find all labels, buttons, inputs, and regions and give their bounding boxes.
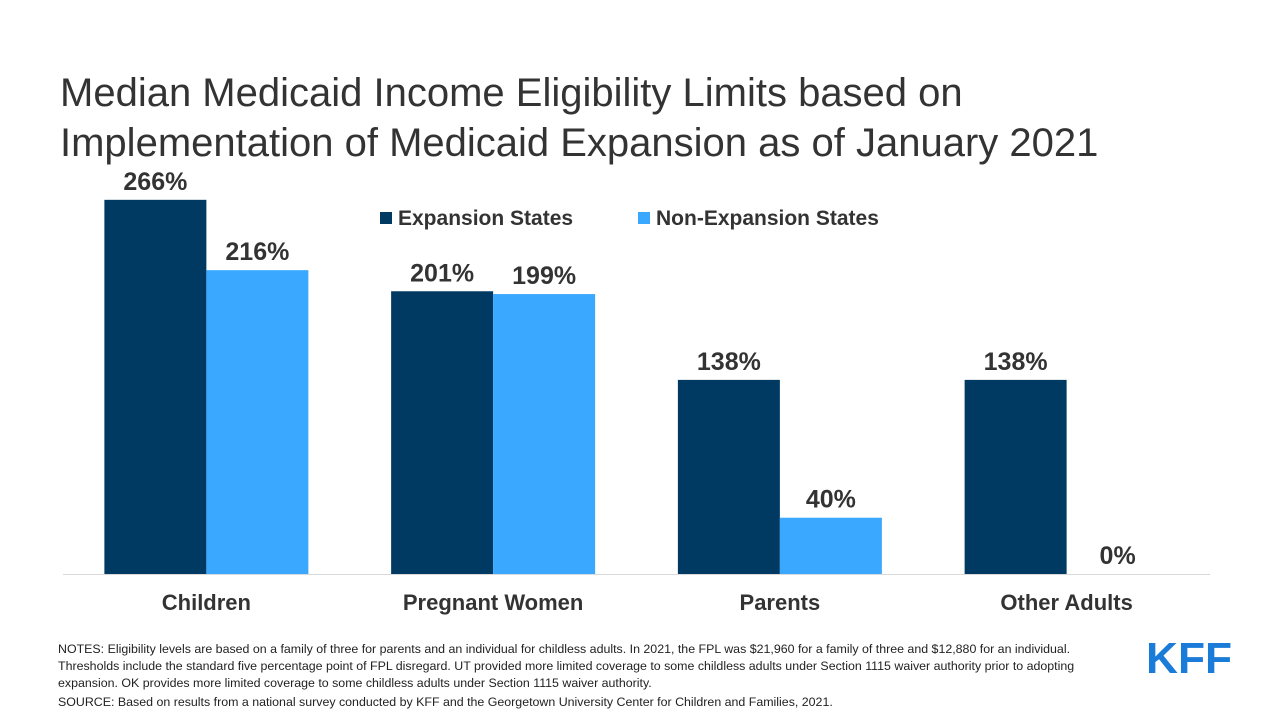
footnotes: NOTES: Eligibility levels are based on a…	[58, 641, 1118, 711]
data-label-other-adults-non-expansion: 0%	[1100, 542, 1136, 570]
legend-swatch-expansion	[380, 212, 392, 224]
data-label-pregnant-women-non-expansion: 199%	[512, 262, 576, 290]
legend-label-non-expansion: Non-Expansion States	[656, 207, 879, 230]
data-label-parents-expansion: 138%	[697, 348, 761, 376]
category-label-children: Children	[162, 590, 251, 615]
category-label-parents: Parents	[740, 590, 821, 615]
legend-swatch-non-expansion	[638, 212, 650, 224]
data-label-other-adults-expansion: 138%	[984, 348, 1048, 376]
bar-children-expansion	[104, 199, 207, 574]
bar-parents-non-expansion	[779, 517, 882, 574]
kff-logo-text: KFF	[1146, 638, 1232, 678]
source-text: SOURCE: Based on results from a national…	[58, 695, 833, 709]
bar-children-non-expansion	[206, 270, 309, 574]
chart-title-line-2: Implementation of Medicaid Expansion as …	[60, 121, 1099, 165]
category-label-pregnant-women: Pregnant Women	[403, 590, 584, 615]
kff-logo: KFF	[1146, 638, 1232, 678]
bar-pregnant-women-expansion	[391, 291, 494, 574]
chart-title-line-1: Median Medicaid Income Eligibility Limit…	[60, 71, 963, 115]
bar-parents-expansion	[677, 379, 780, 574]
data-label-children-non-expansion: 216%	[225, 238, 289, 266]
bar-other-adults-expansion	[964, 379, 1067, 574]
chart-title: Median Medicaid Income Eligibility Limit…	[60, 68, 1220, 168]
data-label-pregnant-women-expansion: 201%	[410, 259, 474, 287]
notes-text: NOTES: Eligibility levels are based on a…	[58, 642, 1075, 690]
legend-label-expansion: Expansion States	[398, 207, 573, 230]
data-label-children-expansion: 266%	[123, 168, 187, 196]
category-label-other-adults: Other Adults	[1000, 590, 1132, 615]
bar-pregnant-women-non-expansion	[493, 294, 596, 574]
data-label-parents-non-expansion: 40%	[806, 486, 856, 514]
